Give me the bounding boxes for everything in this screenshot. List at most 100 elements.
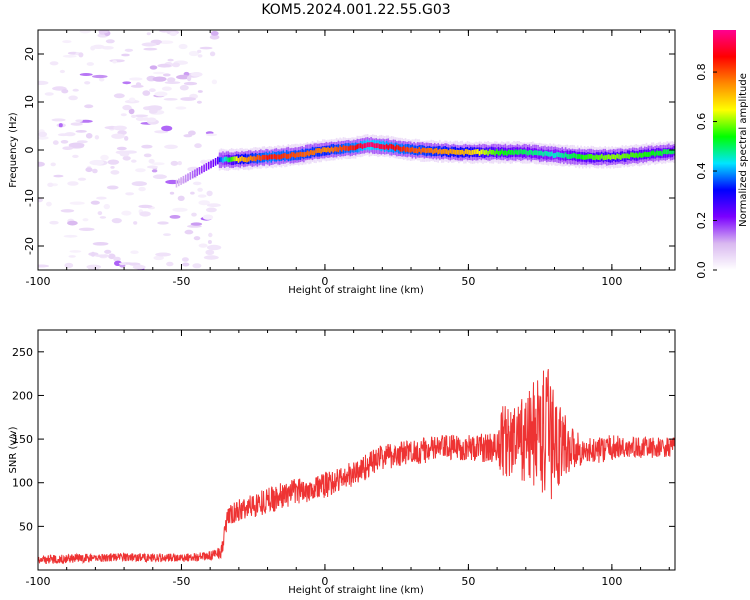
heatmap-ridge-cell	[623, 153, 625, 159]
heatmap-ridge-cell	[423, 147, 426, 153]
heatmap-ridge-cell	[662, 149, 665, 155]
heatmap-ridge-cell	[308, 151, 310, 157]
heatmap-noise-blob	[110, 170, 120, 175]
heatmap-ridge-cell	[399, 146, 402, 152]
heatmap-ridge-cell	[432, 149, 434, 155]
heatmap-noise-blob	[89, 159, 104, 166]
heatmap-ridge-cell	[298, 152, 300, 158]
heatmap-ridge-cell	[214, 158, 217, 166]
heatmap-ridge-cell	[576, 154, 579, 159]
snr-xtick-label: -100	[26, 575, 51, 588]
heatmap-noise-blob	[172, 207, 188, 212]
heatmap-noise-blob	[38, 161, 45, 167]
heatmap-noise-blob	[152, 76, 167, 82]
heatmap-noise-blob	[116, 146, 127, 151]
heatmap-ridge-cell	[573, 153, 575, 158]
heatmap-noise-blob	[128, 108, 135, 115]
heatmap-ridge-cell	[354, 145, 357, 151]
heatmap-noise-blob	[164, 144, 178, 149]
heatmap-noise-blob	[92, 168, 98, 174]
heatmap-ridge-cell	[458, 150, 460, 155]
heatmap-ridge-cell	[614, 155, 617, 160]
heatmap-ridge-cell	[664, 149, 667, 154]
heatmap-ridge-cell	[465, 149, 467, 154]
heatmap-ridge-cell	[563, 153, 565, 159]
heatmap-ridge-cell	[635, 152, 637, 158]
heatmap-noise-blob	[75, 130, 87, 133]
heatmap-noise-blob	[79, 30, 91, 34]
heatmap-noise-blob	[62, 40, 72, 44]
heatmap-ridge-cell	[625, 153, 627, 159]
heatmap-noise-blob	[131, 114, 137, 118]
heatmap-noise-blob	[38, 264, 50, 268]
heatmap-noise-blob	[197, 90, 203, 93]
heatmap-ridge-cell	[478, 150, 481, 156]
heatmap-ridge-cell	[325, 147, 328, 153]
heatmap-ridge-cell	[217, 156, 219, 165]
heatmap-noise-blob	[186, 75, 192, 82]
heatmap-xtick-label: 50	[461, 275, 475, 288]
heatmap-noise-blob	[163, 233, 171, 237]
heatmap-ridge-cell	[207, 161, 210, 170]
heatmap-ridge-cell	[483, 150, 486, 155]
heatmap-noise-blob	[69, 250, 82, 253]
heatmap-noise-blob	[192, 263, 202, 269]
heatmap-ridge-cell	[557, 152, 560, 157]
heatmap-ridge-cell	[251, 156, 254, 162]
heatmap-noise-blob	[59, 69, 65, 74]
heatmap-noise-blob	[138, 204, 153, 209]
heatmap-noise-blob	[193, 236, 201, 241]
heatmap-ridge-cell	[359, 143, 362, 148]
heatmap-ridge-cell	[556, 152, 558, 157]
heatmap-ridge-cell	[520, 149, 522, 154]
heatmap-ridge-cell	[470, 150, 472, 156]
heatmap-ridge-cell	[502, 150, 505, 156]
heatmap-noise-blob	[209, 34, 220, 40]
heatmap-noise-blob	[79, 73, 93, 76]
heatmap-noise-blob	[78, 52, 84, 58]
heatmap-ridge-cell	[585, 154, 588, 160]
heatmap-noise-blob	[208, 232, 213, 238]
heatmap-noise-blob	[124, 48, 134, 52]
heatmap-noise-blob	[177, 195, 185, 201]
heatmap-ridge-cell	[205, 163, 208, 171]
heatmap-ridge-cell	[227, 157, 229, 163]
heatmap-ridge-cell	[485, 149, 488, 155]
heatmap-ridge-cell	[618, 154, 620, 159]
heatmap-ridge-cell	[246, 157, 248, 163]
heatmap-noise-blob	[58, 123, 63, 128]
figure-title: KOM5.2024.001.22.55.G03	[261, 2, 450, 18]
heatmap-noise-blob	[90, 45, 96, 51]
heatmap-ridge-cell	[475, 149, 477, 155]
heatmap-noise-blob	[179, 84, 189, 91]
heatmap-ridge-cell	[518, 149, 520, 155]
heatmap-noise-blob	[125, 192, 134, 196]
heatmap-ridge-cell	[471, 150, 474, 155]
heatmap-ridge-cell	[526, 150, 529, 156]
heatmap-ridge-cell	[533, 150, 536, 155]
heatmap-ridge-cell	[511, 149, 513, 155]
heatmap-noise-blob	[161, 86, 172, 91]
heatmap-noise-blob	[151, 162, 165, 166]
heatmap-ridge-cell	[523, 149, 526, 155]
heatmap-ridge-cell	[198, 167, 201, 175]
heatmap-ridge-cell	[537, 150, 539, 156]
heatmap-noise-blob	[122, 156, 131, 161]
heatmap-ridge-cell	[654, 151, 656, 157]
heatmap-ridge-cell	[396, 144, 398, 150]
heatmap-ridge-cell	[196, 168, 198, 176]
heatmap-ridge-cell	[397, 145, 400, 151]
heatmap-ridge-cell	[254, 156, 257, 162]
heatmap-ridge-cell	[411, 146, 414, 152]
heatmap-noise-blob	[190, 191, 195, 195]
heatmap-noise-blob	[143, 47, 158, 51]
heatmap-noise-blob	[63, 234, 78, 238]
heatmap-ridge-cell	[372, 142, 374, 148]
heatmap-noise-blob	[77, 177, 87, 181]
heatmap-noise-blob	[188, 130, 196, 136]
heatmap-noise-blob	[190, 72, 203, 77]
heatmap-ridge-cell	[497, 150, 500, 156]
heatmap-ridge-cell	[434, 148, 436, 154]
heatmap-noise-blob	[206, 244, 222, 251]
heatmap-ridge-cell	[394, 146, 396, 152]
